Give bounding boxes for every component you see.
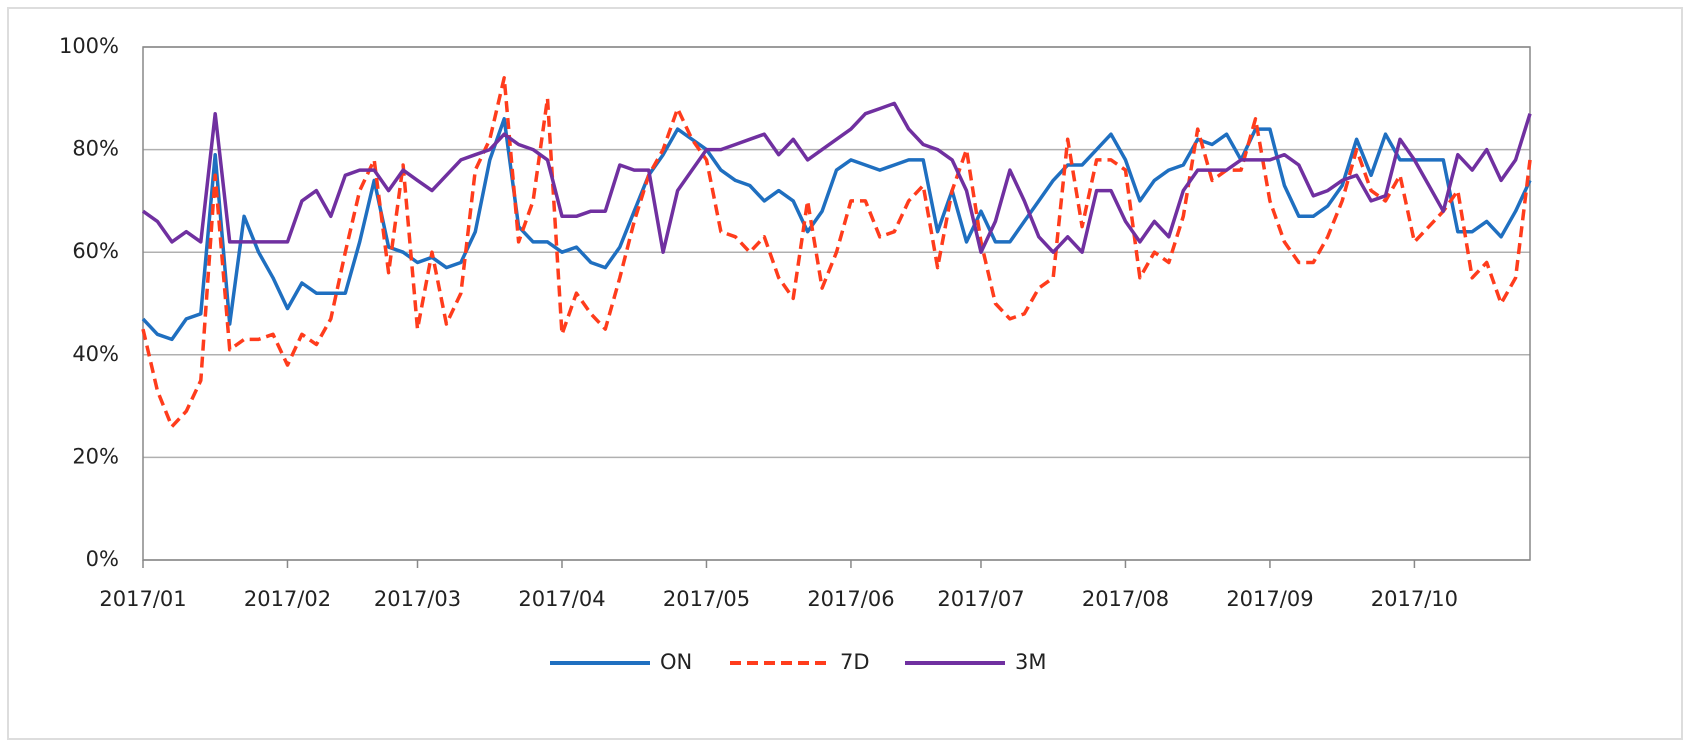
- legend-label: 3M: [1015, 650, 1046, 674]
- y-tick-label: 100%: [59, 34, 119, 58]
- x-tick-label: 2017/02: [244, 587, 331, 611]
- series-line: [141, 101, 1532, 254]
- plot-border: [142, 46, 1531, 561]
- y-tick-label: 20%: [72, 444, 119, 468]
- legend-label: ON: [660, 650, 692, 674]
- series-line: [141, 76, 1532, 429]
- x-tick-label: 2017/10: [1371, 587, 1458, 611]
- y-tick-label: 60%: [72, 239, 119, 263]
- x-tick-label: 2017/04: [518, 587, 605, 611]
- x-tick-label: 2017/08: [1082, 587, 1169, 611]
- y-tick-label: 80%: [72, 137, 119, 161]
- legend-label: 7D: [840, 650, 870, 674]
- y-tick-label: 40%: [72, 342, 119, 366]
- x-tick-label: 2017/03: [374, 587, 461, 611]
- x-tick-label: 2017/01: [99, 587, 186, 611]
- frame: [7, 7, 1683, 740]
- x-tick-label: 2017/05: [663, 587, 750, 611]
- x-tick-label: 2017/07: [937, 587, 1024, 611]
- y-tick-label: 0%: [86, 547, 119, 571]
- x-tick-label: 2017/06: [807, 587, 894, 611]
- series-line: [141, 117, 1532, 342]
- x-tick-label: 2017/09: [1226, 587, 1313, 611]
